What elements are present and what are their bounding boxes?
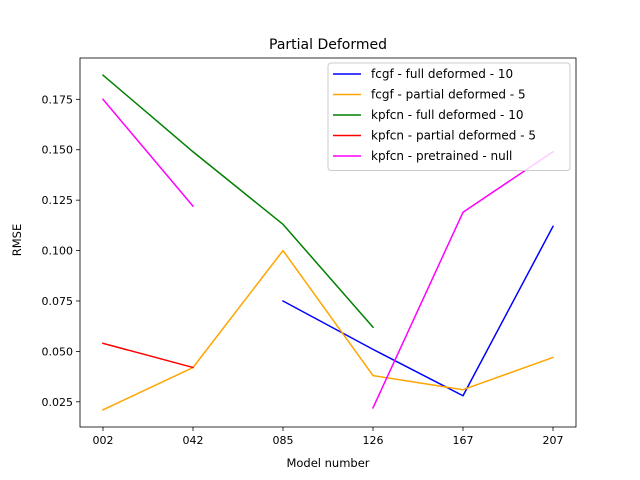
x-tick-label: 085 <box>273 434 294 447</box>
y-tick-label: 0.025 <box>42 396 74 409</box>
x-tick-label: 042 <box>183 434 204 447</box>
chart-title: Partial Deformed <box>269 37 387 53</box>
x-tick-label: 126 <box>363 434 384 447</box>
series-line <box>101 74 375 329</box>
y-tick-label: 0.075 <box>42 295 74 308</box>
x-axis-label: Model number <box>286 456 369 470</box>
legend-label: kpfcn - partial deformed - 5 <box>371 129 536 143</box>
legend: fcgf - full deformed - 10 fcgf - partial … <box>327 62 571 171</box>
axes-frame <box>79 57 577 428</box>
x-tick-label: 002 <box>93 434 114 447</box>
legend-label: fcgf - full deformed - 10 <box>371 67 513 81</box>
series-line <box>281 225 555 397</box>
y-tick-label: 0.100 <box>42 245 74 258</box>
y-axis-label: RMSE <box>10 224 24 256</box>
legend-label: kpfcn - pretrained - null <box>371 149 512 163</box>
legend-box <box>327 62 571 171</box>
x-tick-label: 167 <box>453 434 474 447</box>
legend-label: kpfcn - full deformed - 10 <box>371 108 523 122</box>
y-tick-label: 0.125 <box>42 194 74 207</box>
y-tick-label: 0.150 <box>42 144 74 157</box>
y-tick-label: 0.175 <box>42 93 74 106</box>
series-line <box>372 150 555 409</box>
legend-label: fcgf - partial deformed - 5 <box>371 88 526 102</box>
plot-area: 002 042 085 126 167 207 0.025 0.050 0.075 0.100 0.… <box>42 57 577 447</box>
series-line <box>101 98 195 208</box>
y-tick-label: 0.050 <box>42 345 74 358</box>
x-tick-label: 207 <box>543 434 564 447</box>
series-line <box>102 249 554 411</box>
series-line <box>102 342 194 369</box>
